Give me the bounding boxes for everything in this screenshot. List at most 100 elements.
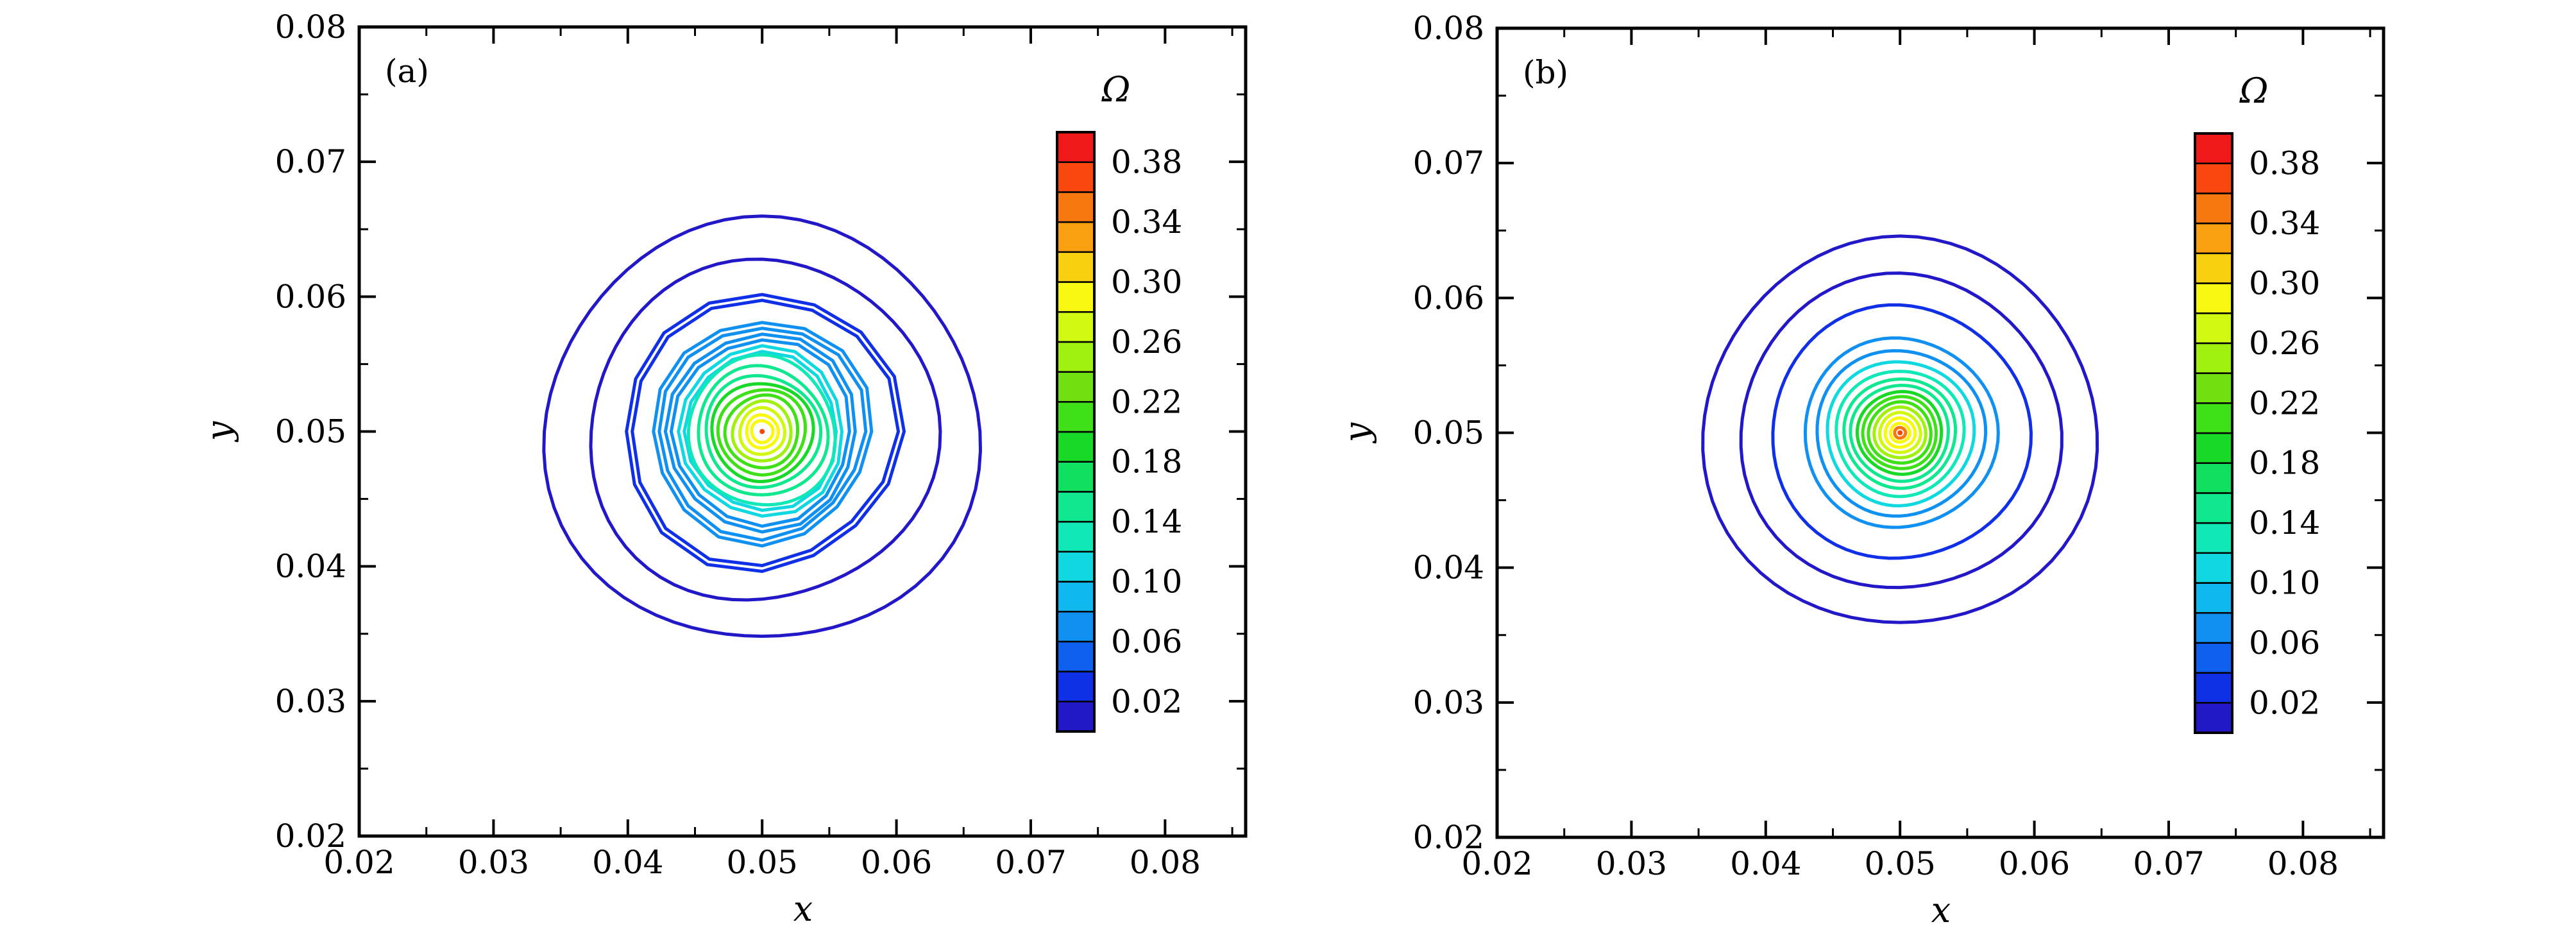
contour-line xyxy=(1861,395,1938,470)
colorbar-tick-label: 0.18 xyxy=(1111,443,1182,481)
contour-peak xyxy=(1897,430,1903,436)
contour-line xyxy=(669,338,851,528)
colorbar-segment xyxy=(1056,251,1096,283)
colorbar-segment xyxy=(2194,462,2233,494)
contour-line xyxy=(704,373,823,490)
colorbar-segment xyxy=(2194,552,2233,584)
panel-a-colorbar-title: Ω xyxy=(1101,69,1131,110)
colorbar-segment xyxy=(1056,401,1096,433)
panel-b-colorbar: Ω 0.02 0.06 0.10 0.14 0.18 0.22 0.26 0.30 0.34 0.… xyxy=(2194,71,2320,734)
contour-line xyxy=(723,393,799,470)
contour-line xyxy=(1878,411,1922,454)
y-tick-label: 0.05 xyxy=(1413,414,1484,452)
panel-b-ylabel: y xyxy=(1337,422,1377,443)
colorbar-segment xyxy=(2194,252,2233,284)
x-tick-label: 0.07 xyxy=(2133,845,2204,882)
contour-line xyxy=(686,353,837,507)
panel-a-colorbar: Ω 0.02 0.06 0.10 0.14 0.18 0.22 0.26 0.30 0.34 0.… xyxy=(1056,69,1182,733)
contour-line xyxy=(657,327,868,542)
contour-line xyxy=(738,406,786,456)
colorbar-tick-label: 0.02 xyxy=(2249,684,2320,721)
contour-line xyxy=(1842,377,1958,490)
colorbar-tick-label: 0.30 xyxy=(1111,264,1182,301)
colorbar-frame xyxy=(2194,132,2233,734)
colorbar-frame xyxy=(1056,131,1096,733)
contour-line xyxy=(1701,234,2099,624)
y-tick-label: 0.02 xyxy=(1413,819,1484,856)
y-tick-label: 0.05 xyxy=(275,413,346,450)
colorbar-segment xyxy=(1056,281,1096,313)
panel-b-xlabel: x xyxy=(1931,890,1951,930)
colorbar-tick-label: 0.26 xyxy=(1111,323,1182,361)
colorbar-tick-label: 0.18 xyxy=(2249,445,2320,482)
colorbar-segment xyxy=(2194,642,2233,674)
y-tick-label: 0.06 xyxy=(1413,279,1484,316)
colorbar-tick-label: 0.34 xyxy=(2249,205,2320,242)
contour-line xyxy=(750,419,775,445)
x-tick-label: 0.04 xyxy=(592,844,663,881)
colorbar-segment xyxy=(2194,192,2233,225)
colorbar-segment xyxy=(1056,520,1096,553)
colorbar-segment xyxy=(1056,191,1096,223)
y-tick-label: 0.02 xyxy=(275,817,346,855)
colorbar-segment xyxy=(1056,431,1096,463)
colorbar-segment xyxy=(2194,492,2233,524)
colorbar-tick-label: 0.14 xyxy=(1111,503,1182,540)
contour-line xyxy=(631,298,901,568)
contour-line xyxy=(1872,405,1928,459)
colorbar-segment xyxy=(2194,611,2233,644)
y-tick-label: 0.08 xyxy=(275,8,346,46)
colorbar-segment xyxy=(1056,610,1096,643)
contour-line xyxy=(745,413,781,450)
panel-a-label: (a) xyxy=(385,53,429,90)
colorbar-segment xyxy=(1056,551,1096,583)
colorbar-segment xyxy=(1056,311,1096,343)
colorbar-segment xyxy=(1056,640,1096,672)
contour-line xyxy=(1883,416,1917,449)
contour-line xyxy=(663,332,857,534)
y-tick-label: 0.03 xyxy=(275,683,346,720)
colorbar-segment xyxy=(2194,432,2233,464)
contour-line xyxy=(589,257,942,602)
x-tick-label: 0.04 xyxy=(1730,845,1801,882)
x-tick-label: 0.06 xyxy=(1999,845,2070,882)
colorbar-tick-label: 0.10 xyxy=(2249,565,2320,602)
colorbar-tick-label: 0.06 xyxy=(1111,623,1182,660)
y-tick-label: 0.08 xyxy=(1413,10,1484,47)
colorbar-tick-label: 0.30 xyxy=(2249,265,2320,302)
colorbar-tick-label: 0.10 xyxy=(1111,563,1182,601)
colorbar-segment xyxy=(1056,371,1096,403)
x-tick-label: 0.05 xyxy=(1865,845,1936,882)
colorbar-segment xyxy=(1056,341,1096,373)
contour-line xyxy=(1771,303,2033,560)
colorbar-tick-label: 0.38 xyxy=(1111,144,1182,181)
colorbar-tick-label: 0.26 xyxy=(2249,325,2320,362)
panel-a-frame xyxy=(357,25,1248,838)
colorbar-tick-label: 0.06 xyxy=(2249,624,2320,662)
panel-a-xlabel: x xyxy=(793,889,813,929)
panel-b-label: (b) xyxy=(1523,54,1568,91)
contour-line xyxy=(1739,271,2063,590)
y-tick-label: 0.04 xyxy=(1413,549,1484,586)
contour-line xyxy=(710,382,815,484)
colorbar-segment xyxy=(1056,461,1096,493)
colorbar-segment xyxy=(1056,671,1096,703)
colorbar-segment xyxy=(1056,581,1096,613)
colorbar-segment xyxy=(2194,162,2233,194)
colorbar-segment xyxy=(2194,522,2233,554)
colorbar-segment xyxy=(2194,312,2233,345)
colorbar-segment xyxy=(1056,221,1096,253)
contour-line xyxy=(716,388,808,477)
contour-line xyxy=(1893,425,1908,440)
contour-line xyxy=(731,399,793,463)
x-tick-label: 0.08 xyxy=(2267,845,2339,882)
panel-a-ticks: 0.02 0.03 0.04 0.05 0.06 0.07 0.08 0.02 0.03 0.04… xyxy=(275,8,1246,881)
contour-line xyxy=(697,364,830,497)
colorbar-segment xyxy=(2194,582,2233,614)
contour-line xyxy=(1889,422,1911,444)
colorbar-segment xyxy=(2194,672,2233,704)
colorbar-segment xyxy=(1056,491,1096,523)
x-tick-label: 0.06 xyxy=(861,844,932,881)
colorbar-segment xyxy=(2194,402,2233,434)
